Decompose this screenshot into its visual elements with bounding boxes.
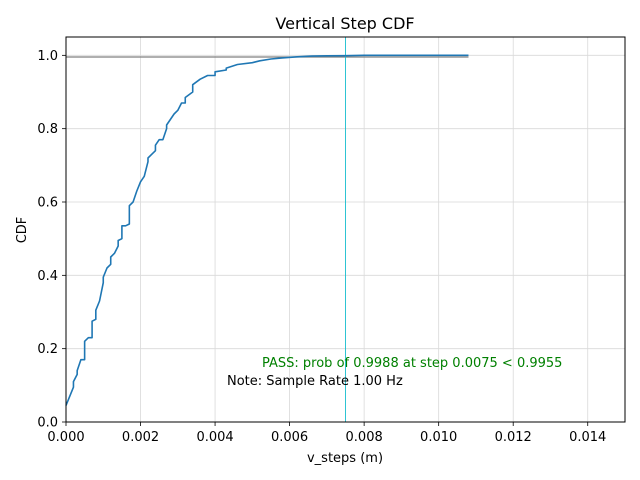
y-tick-label: 0.2 xyxy=(37,342,58,357)
x-tick-label: 0.008 xyxy=(346,430,383,445)
plot-frame xyxy=(65,36,626,423)
x-tick-label: 0.010 xyxy=(420,430,457,445)
series-layer xyxy=(65,54,469,406)
cdf-series-line xyxy=(65,54,469,406)
y-tick-label: 0.8 xyxy=(37,122,58,137)
ticks: 0.000 0.002 0.004 0.006 0.008 0.010 0.012 0.014… xyxy=(37,49,606,445)
reference-lines xyxy=(66,37,469,422)
y-axis-label: CDF xyxy=(15,217,30,244)
x-tick-label: 0.014 xyxy=(569,430,606,445)
x-tick-label: 0.002 xyxy=(122,430,159,445)
y-tick-label: 1.0 xyxy=(37,49,58,64)
x-tick-label: 0.006 xyxy=(271,430,308,445)
y-tick-label: 0.4 xyxy=(37,269,58,284)
x-tick-label: 0.012 xyxy=(495,430,532,445)
x-axis-label: v_steps (m) xyxy=(307,451,383,466)
y-tick-label: 0.6 xyxy=(37,196,58,211)
x-tick-label: 0.000 xyxy=(47,430,84,445)
chart-title: Vertical Step CDF xyxy=(275,14,414,33)
x-tick-label: 0.004 xyxy=(196,430,233,445)
note-annotation: Note: Sample Rate 1.00 Hz xyxy=(227,374,403,389)
y-tick-label: 0.0 xyxy=(37,416,58,431)
pass-annotation: PASS: prob of 0.9988 at step 0.0075 < 0.… xyxy=(262,356,562,371)
